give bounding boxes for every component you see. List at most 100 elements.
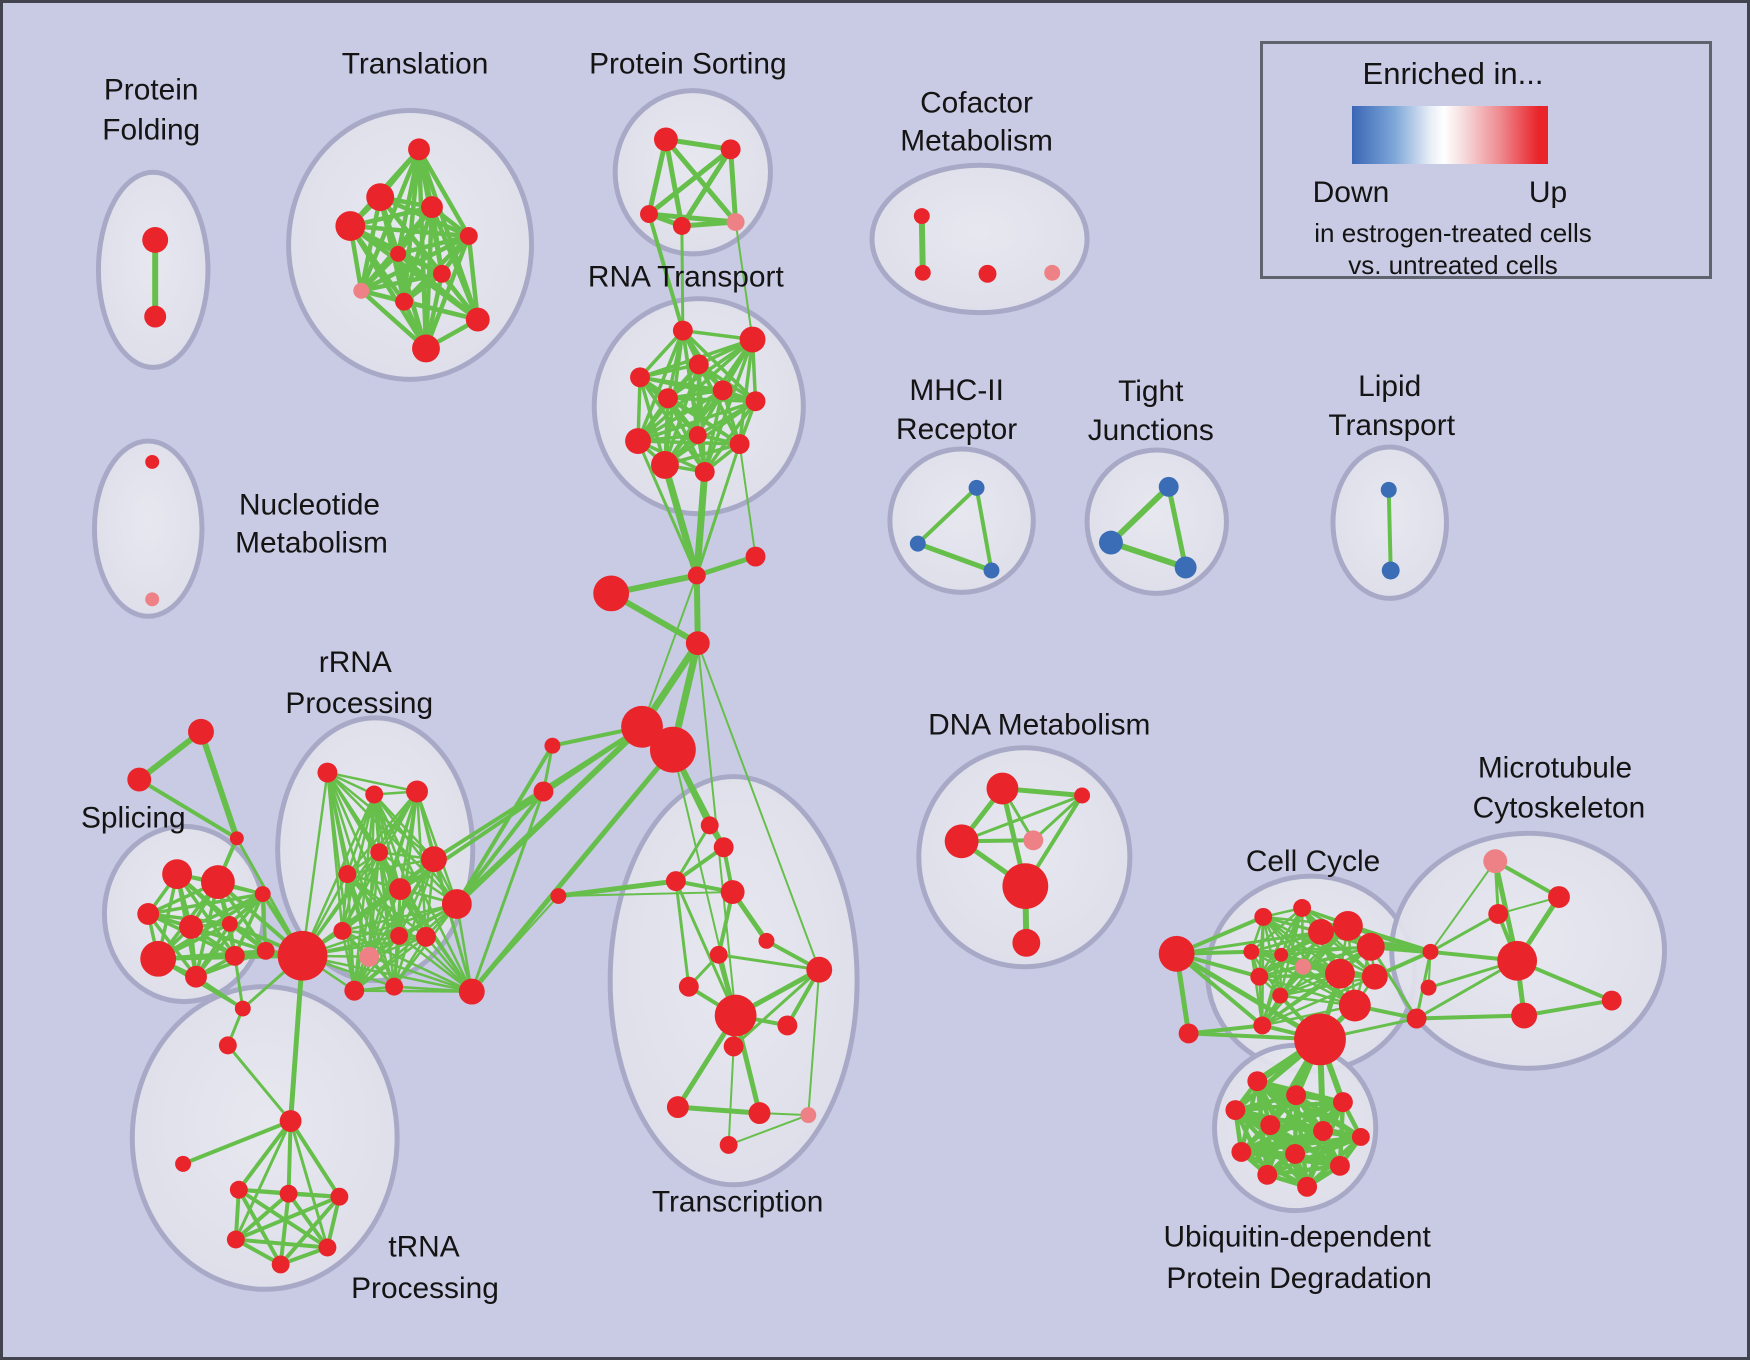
node-t7[interactable] (353, 282, 370, 299)
node-rt5[interactable] (657, 388, 678, 409)
node-rr5[interactable] (389, 878, 412, 901)
node-ub9[interactable] (1257, 1164, 1278, 1185)
node-rt1[interactable] (739, 326, 766, 353)
node-tn11[interactable] (666, 1096, 689, 1119)
node-mt2[interactable] (1488, 904, 1509, 924)
node-st1[interactable] (127, 767, 152, 792)
node-dm3[interactable] (1023, 830, 1044, 851)
node-cc2[interactable] (1254, 907, 1273, 926)
node-sp8[interactable] (224, 945, 245, 966)
node-cf3[interactable] (1044, 264, 1061, 281)
node-sp2[interactable] (137, 903, 160, 925)
node-sp9[interactable] (256, 941, 275, 960)
node-h4[interactable] (621, 705, 663, 748)
node-mh1[interactable] (909, 535, 926, 552)
node-mt1[interactable] (1548, 886, 1570, 908)
node-t10[interactable] (412, 334, 440, 363)
node-h5[interactable] (649, 726, 696, 773)
node-st2[interactable] (229, 831, 244, 846)
node-ub8[interactable] (1285, 1143, 1306, 1164)
node-rr14[interactable] (441, 889, 472, 919)
node-tr_iso[interactable] (175, 1155, 192, 1172)
node-cc11[interactable] (1332, 910, 1363, 941)
node-rt9[interactable] (729, 434, 750, 455)
node-h6[interactable] (544, 737, 561, 754)
node-sp7[interactable] (221, 915, 238, 932)
node-ub3[interactable] (1225, 1100, 1246, 1121)
node-cc16[interactable] (1294, 1013, 1346, 1066)
node-mt4[interactable] (1420, 979, 1437, 996)
node-tn5[interactable] (709, 945, 728, 964)
node-rr13[interactable] (385, 977, 404, 996)
node-rr12[interactable] (344, 980, 365, 1001)
node-cx0[interactable] (1422, 943, 1439, 960)
node-rr6[interactable] (421, 846, 447, 873)
node-tn4[interactable] (758, 932, 775, 949)
node-cc6[interactable] (1295, 958, 1312, 975)
node-cc14[interactable] (1361, 963, 1388, 990)
node-cc12[interactable] (1356, 932, 1385, 961)
node-cc3[interactable] (1293, 899, 1312, 917)
node-rr7[interactable] (277, 930, 328, 981)
node-cf2[interactable] (978, 264, 997, 283)
node-h7[interactable] (533, 781, 554, 802)
node-ub1[interactable] (1286, 1085, 1307, 1106)
node-rt3[interactable] (630, 367, 650, 388)
node-tn3[interactable] (720, 880, 745, 905)
node-mt6[interactable] (1601, 990, 1622, 1011)
node-cc_hub[interactable] (1158, 935, 1195, 972)
node-cc9[interactable] (1253, 1016, 1272, 1035)
node-sp1[interactable] (200, 865, 235, 900)
node-t1[interactable] (366, 183, 395, 212)
node-tr_hub[interactable] (279, 1110, 302, 1132)
node-mh2[interactable] (983, 562, 1000, 579)
node-cc1[interactable] (1178, 1023, 1199, 1044)
node-sp5[interactable] (179, 914, 203, 939)
node-dm0[interactable] (986, 772, 1019, 805)
node-rt4[interactable] (712, 380, 733, 401)
node-rr2[interactable] (406, 780, 428, 803)
node-ub5[interactable] (1313, 1121, 1333, 1141)
node-rt2[interactable] (688, 354, 709, 375)
node-cf0[interactable] (913, 208, 930, 225)
node-rr0[interactable] (317, 762, 338, 783)
node-mt0[interactable] (1483, 849, 1508, 874)
node-st0[interactable] (188, 718, 214, 745)
node-tn2[interactable] (665, 871, 686, 892)
node-t5[interactable] (390, 245, 407, 262)
node-nm0[interactable] (145, 454, 160, 469)
node-rr10[interactable] (390, 926, 409, 945)
node-tn1[interactable] (713, 837, 734, 858)
node-dm2[interactable] (944, 824, 979, 859)
node-cc4[interactable] (1243, 943, 1260, 960)
node-ub4[interactable] (1260, 1115, 1281, 1135)
node-rt10[interactable] (650, 451, 679, 479)
node-rr1[interactable] (365, 785, 384, 804)
node-h2[interactable] (593, 575, 630, 612)
node-cc8[interactable] (1272, 987, 1289, 1004)
node-pf0[interactable] (142, 227, 169, 253)
node-ub10[interactable] (1329, 1155, 1350, 1176)
node-cc13[interactable] (1325, 958, 1355, 989)
node-tj1[interactable] (1099, 530, 1123, 555)
node-tn12[interactable] (748, 1102, 771, 1125)
node-trm1[interactable] (279, 1184, 298, 1203)
node-trm0[interactable] (229, 1180, 248, 1199)
node-h1[interactable] (745, 546, 766, 567)
node-trm3[interactable] (226, 1230, 245, 1249)
node-rt8[interactable] (688, 426, 707, 445)
node-sp4[interactable] (140, 940, 177, 977)
node-t8[interactable] (395, 292, 414, 311)
node-ps3[interactable] (672, 217, 691, 235)
node-sp11[interactable] (218, 1036, 237, 1055)
node-t6[interactable] (432, 264, 451, 283)
node-sp0[interactable] (162, 859, 193, 890)
node-pf1[interactable] (144, 305, 167, 328)
node-mt3[interactable] (1497, 940, 1538, 981)
node-rr9[interactable] (359, 946, 380, 967)
node-t9[interactable] (465, 307, 490, 332)
node-tn14[interactable] (719, 1135, 738, 1154)
node-tn6[interactable] (806, 956, 833, 983)
node-tn9[interactable] (777, 1015, 798, 1036)
node-ub6[interactable] (1351, 1128, 1370, 1146)
